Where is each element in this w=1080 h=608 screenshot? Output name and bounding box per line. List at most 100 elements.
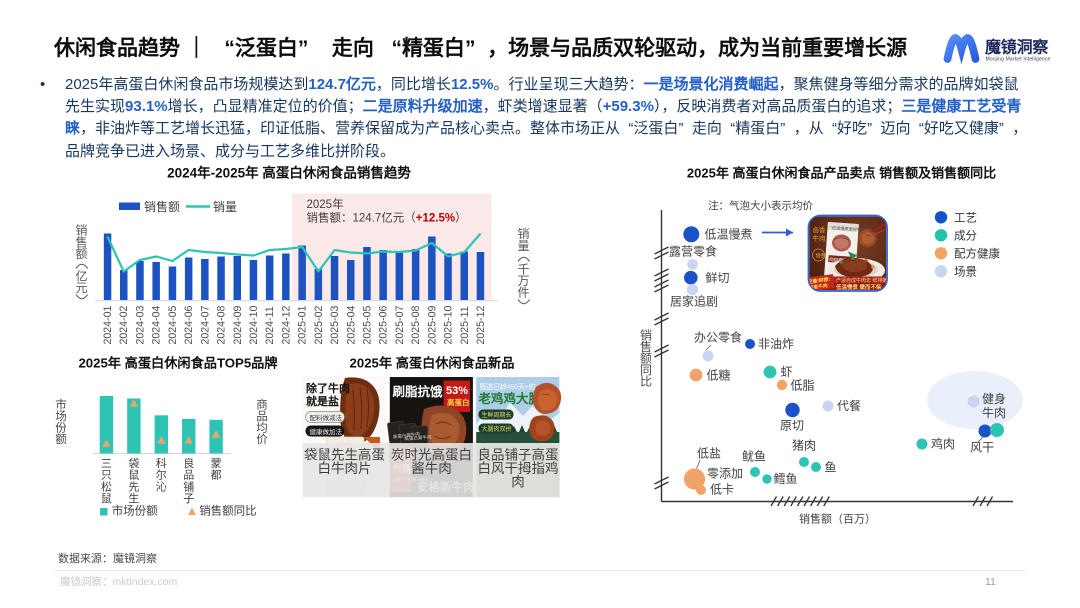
- svg-text:牛肉: 牛肉: [982, 405, 1006, 420]
- svg-text:铺: 铺: [183, 480, 194, 493]
- svg-text:市: 市: [55, 398, 66, 412]
- svg-text:额: 额: [76, 247, 88, 261]
- svg-text:额: 额: [640, 352, 652, 366]
- svg-text:成分: 成分: [954, 230, 977, 243]
- svg-text:售: 售: [76, 235, 88, 250]
- svg-text:销: 销: [640, 329, 652, 343]
- svg-text:2025年 高蛋白休闲食品产品卖点 销售额及销售额同比: 2025年 高蛋白休闲食品产品卖点 销售额及销售额同比: [687, 166, 996, 181]
- svg-text:蒙: 蒙: [211, 457, 222, 470]
- svg-text:大腿肉双拼: 大腿肉双拼: [482, 425, 512, 433]
- svg-text:健康做加法: 健康做加法: [310, 427, 343, 436]
- svg-text:销售额（百万）: 销售额（百万）: [799, 512, 876, 526]
- svg-text:注：气泡大小表示均价: 注：气泡大小表示均价: [708, 199, 813, 212]
- svg-text:良: 良: [183, 456, 194, 470]
- svg-text:2025-07: 2025-07: [394, 306, 406, 345]
- svg-text:元: 元: [76, 281, 88, 295]
- svg-text:2024-09: 2024-09: [232, 306, 244, 345]
- svg-text:低温慢煮: 低温慢煮: [705, 228, 753, 242]
- svg-text:销售额: 销售额: [144, 199, 180, 214]
- svg-text:低盐: 低盐: [697, 447, 721, 461]
- svg-text:亿: 亿: [76, 269, 88, 284]
- svg-text:市场份额: 市场份额: [112, 504, 158, 518]
- svg-text:鸡肉: 鸡肉: [931, 436, 955, 451]
- svg-text:足量!鲜嫩!: 足量!鲜嫩!: [807, 276, 831, 286]
- svg-text:居家追剧: 居家追剧: [670, 294, 718, 309]
- svg-text:沁: 沁: [156, 480, 167, 493]
- svg-text:低卡: 低卡: [710, 483, 734, 497]
- svg-text:只: 只: [101, 470, 112, 482]
- svg-text:鱼: 鱼: [825, 461, 837, 475]
- svg-text:2025-10: 2025-10: [443, 306, 455, 345]
- svg-text:2024年-2025年 高蛋白休闲食品销售趋势: 2024年-2025年 高蛋白休闲食品销售趋势: [167, 165, 411, 181]
- svg-text:2024-07: 2024-07: [199, 306, 211, 345]
- svg-text:2025-02: 2025-02: [313, 306, 325, 345]
- svg-text:2024-01: 2024-01: [102, 306, 114, 345]
- svg-text:肉: 肉: [511, 475, 525, 490]
- svg-text:万: 万: [518, 274, 530, 288]
- svg-text:鳕鱼: 鳕鱼: [774, 472, 798, 486]
- svg-text:2025-11: 2025-11: [459, 306, 471, 344]
- svg-text:原切: 原切: [780, 419, 804, 433]
- svg-text:健身: 健身: [982, 391, 1006, 406]
- svg-text:2024-03: 2024-03: [134, 306, 146, 345]
- svg-text:同: 同: [640, 363, 652, 377]
- svg-text:均: 均: [256, 422, 268, 435]
- svg-text:鱿鱼: 鱿鱼: [742, 449, 766, 464]
- svg-text:2024-06: 2024-06: [183, 306, 195, 345]
- svg-text:2025-05: 2025-05: [362, 306, 374, 345]
- svg-text:千: 千: [518, 263, 530, 277]
- svg-text:销: 销: [76, 224, 88, 238]
- svg-text:份: 份: [55, 422, 67, 435]
- svg-text:高蛋白酱牛肉: 高蛋白酱牛肉: [404, 433, 432, 442]
- svg-text:2024-08: 2024-08: [216, 306, 228, 345]
- svg-text:猪肉: 猪肉: [792, 439, 816, 453]
- svg-text:工艺: 工艺: [954, 212, 977, 225]
- svg-text:2024-05: 2024-05: [167, 306, 179, 345]
- svg-text:老鸡鸡大胸: 老鸡鸡大胸: [478, 391, 542, 406]
- svg-text:卤香: 卤香: [813, 225, 827, 234]
- svg-text:2025年: 2025年: [307, 197, 344, 211]
- svg-text:零添加: 零添加: [707, 467, 743, 481]
- svg-text:非油炸: 非油炸: [758, 337, 794, 351]
- svg-text:尔: 尔: [156, 469, 167, 482]
- svg-text:比: 比: [640, 375, 652, 389]
- svg-text:慢煮: 慢煮: [816, 253, 826, 260]
- svg-text:子: 子: [183, 492, 194, 505]
- svg-text:品: 品: [183, 469, 194, 482]
- svg-text:2024-10: 2024-10: [248, 306, 260, 345]
- svg-text:鼠: 鼠: [101, 491, 112, 505]
- svg-text:2024-12: 2024-12: [280, 306, 292, 345]
- svg-text:产适自成牛肉年 鲜排嫩粒: 产适自成牛肉年 鲜排嫩粒: [836, 277, 892, 284]
- svg-text:良品铺子高蛋: 良品铺子高蛋: [478, 447, 559, 463]
- svg-text:“低温慢煮更好吃”: “低温慢煮更好吃”: [830, 224, 863, 233]
- svg-text:都: 都: [211, 469, 222, 482]
- svg-text:额: 额: [55, 433, 67, 446]
- svg-text:袋: 袋: [128, 456, 139, 470]
- svg-text:2025-08: 2025-08: [410, 306, 422, 345]
- svg-text:除了牛肉: 除了牛肉: [306, 381, 350, 395]
- svg-text:销售额同比: 销售额同比: [199, 504, 257, 518]
- svg-text:低温慢煮 嫩而不柴: 低温慢煮 嫩而不柴: [835, 283, 882, 291]
- svg-text:售: 售: [640, 339, 652, 354]
- svg-text:2025-01: 2025-01: [297, 306, 309, 345]
- svg-text:量: 量: [518, 239, 530, 253]
- svg-text:配料做减法: 配料做减法: [310, 413, 343, 422]
- svg-text:Moojing Market Intelligence: Moojing Market Intelligence: [986, 57, 1051, 63]
- svg-text:办公零食: 办公零食: [694, 330, 742, 345]
- svg-text:白牛肉片: 白牛肉片: [318, 461, 372, 476]
- svg-text:销量: 销量: [213, 200, 237, 214]
- svg-text:慢煮牛肉: 慢煮牛肉: [808, 282, 828, 292]
- svg-text:代餐: 代餐: [837, 398, 861, 413]
- svg-text:先: 先: [128, 480, 139, 493]
- svg-text:高蛋白酱牛肉: 高蛋白酱牛肉: [393, 430, 421, 440]
- svg-text:商: 商: [256, 398, 268, 412]
- svg-text:生: 生: [128, 491, 139, 505]
- svg-text:刷脂抗饿: 刷脂抗饿: [393, 384, 444, 399]
- svg-text:三: 三: [101, 458, 112, 470]
- svg-text:配方健康: 配方健康: [954, 247, 1000, 261]
- svg-text:2025-04: 2025-04: [345, 306, 357, 345]
- svg-text:魔镜洞察: 魔镜洞察: [985, 38, 1049, 57]
- svg-text:2025-06: 2025-06: [378, 306, 390, 345]
- svg-text:生鲜周期长: 生鲜周期长: [482, 411, 512, 419]
- svg-text:2025年 高蛋白休闲食品新品: 2025年 高蛋白休闲食品新品: [350, 355, 515, 371]
